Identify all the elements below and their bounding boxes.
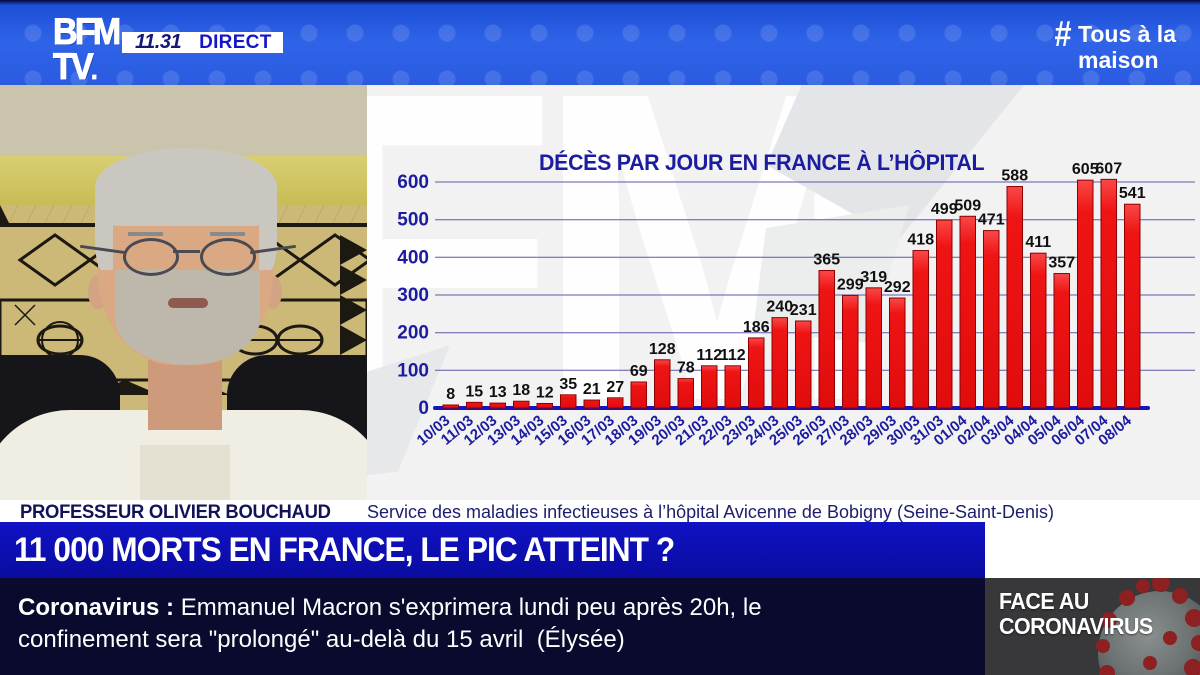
svg-text:12: 12: [536, 384, 554, 401]
svg-text:69: 69: [630, 363, 648, 380]
svg-text:500: 500: [397, 210, 429, 231]
svg-text:0: 0: [418, 398, 429, 419]
svg-text:200: 200: [397, 323, 429, 344]
svg-text:357: 357: [1048, 255, 1075, 272]
svg-text:231: 231: [790, 302, 817, 319]
svg-text:411: 411: [1025, 234, 1051, 251]
svg-text:400: 400: [397, 247, 429, 268]
svg-text:13: 13: [489, 384, 507, 401]
svg-text:35: 35: [559, 376, 577, 393]
svg-text:8: 8: [446, 386, 455, 403]
svg-text:300: 300: [397, 285, 429, 306]
svg-text:541: 541: [1119, 185, 1146, 202]
svg-text:27: 27: [606, 379, 624, 396]
svg-text:112: 112: [696, 347, 722, 364]
svg-text:600: 600: [397, 172, 429, 193]
svg-text:607: 607: [1095, 160, 1122, 177]
svg-text:292: 292: [884, 279, 911, 296]
svg-text:128: 128: [649, 341, 676, 358]
svg-text:418: 418: [907, 232, 934, 249]
svg-text:100: 100: [397, 360, 429, 381]
svg-text:588: 588: [1001, 168, 1028, 185]
svg-text:15: 15: [465, 383, 483, 400]
svg-text:78: 78: [677, 360, 695, 377]
svg-text:471: 471: [978, 212, 1005, 229]
svg-text:186: 186: [743, 319, 770, 336]
svg-text:21: 21: [583, 381, 601, 398]
svg-text:112: 112: [720, 347, 746, 364]
svg-text:18: 18: [512, 382, 530, 399]
svg-text:365: 365: [813, 252, 840, 269]
